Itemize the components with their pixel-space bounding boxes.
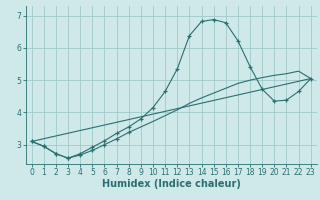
X-axis label: Humidex (Indice chaleur): Humidex (Indice chaleur) — [102, 179, 241, 189]
